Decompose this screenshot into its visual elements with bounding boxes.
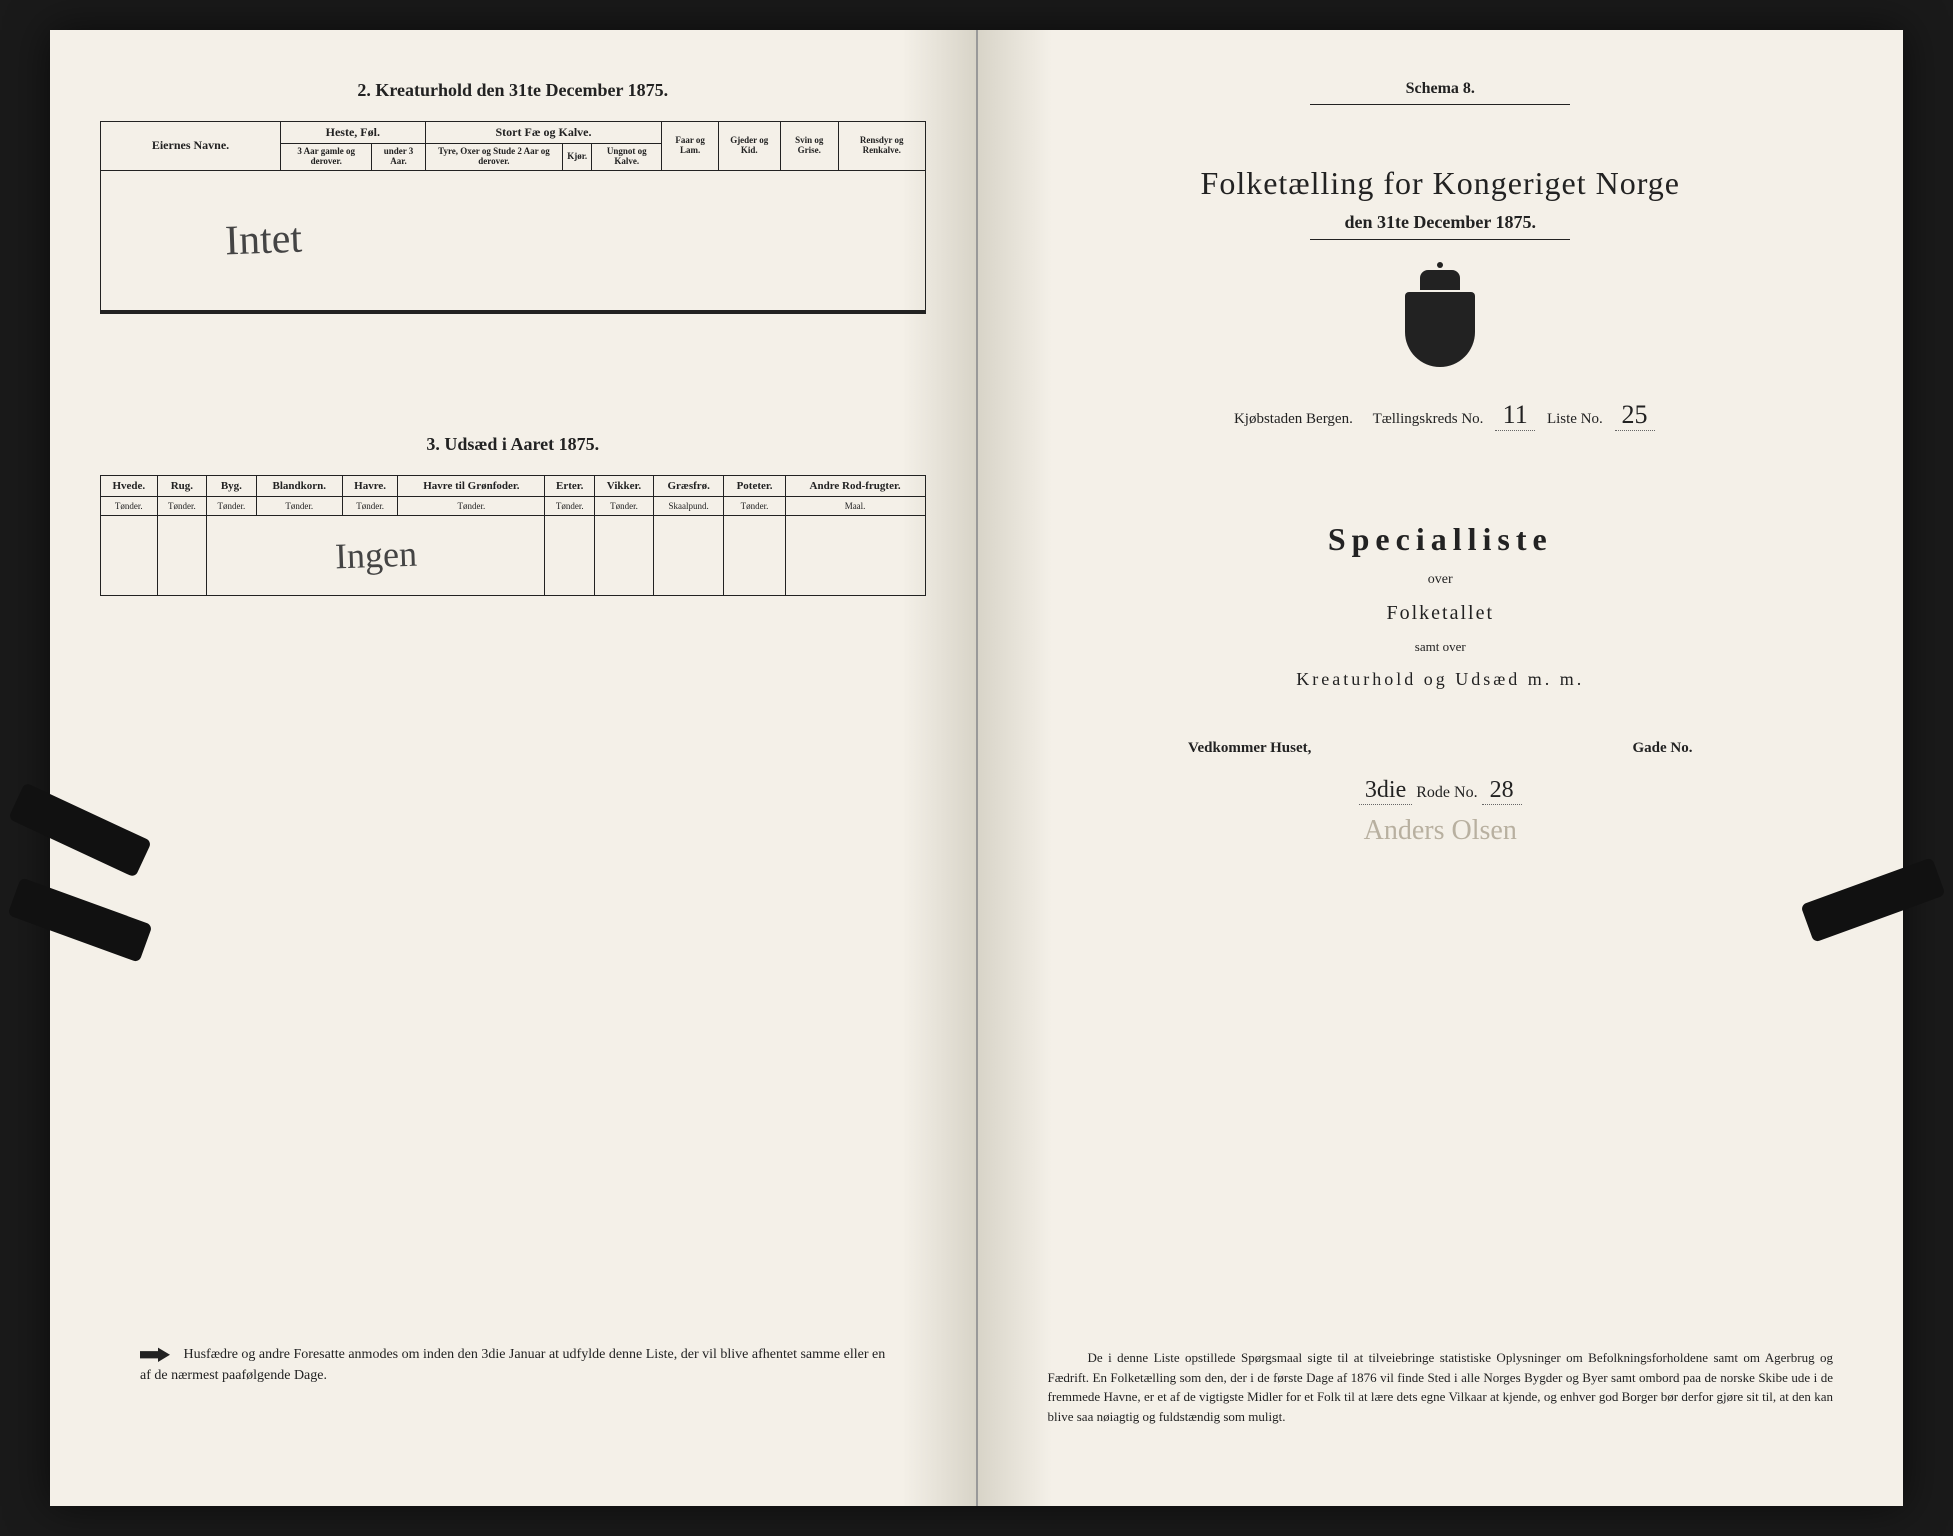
liste-label: Liste No. bbox=[1547, 411, 1603, 427]
district-line: Kjøbstaden Bergen. Tællingskreds No. 11 … bbox=[1028, 400, 1854, 431]
kreds-label: Tællingskreds No. bbox=[1373, 411, 1484, 427]
seed-col-10: Andre Rod-frugter. bbox=[785, 475, 925, 496]
group-cattle: Stort Fæ og Kalve. bbox=[425, 122, 662, 144]
book-spread: 2. Kreaturhold den 31te December 1875. E… bbox=[50, 30, 1903, 1506]
subtitle: den 31te December 1875. bbox=[1028, 212, 1854, 233]
seed-col-6: Erter. bbox=[545, 475, 595, 496]
livestock-table: Eiernes Navne. Heste, Føl. Stort Fæ og K… bbox=[100, 121, 926, 314]
seed-col-8: Græsfrø. bbox=[653, 475, 724, 496]
gade-label: Gade No. bbox=[1632, 740, 1692, 757]
livestock-entry: Intet bbox=[101, 170, 426, 310]
section3-title: 3. Udsæd i Aaret 1875. bbox=[100, 434, 926, 455]
footnote: Husfædre og andre Foresatte anmodes om i… bbox=[140, 1344, 896, 1386]
col-bulls: Tyre, Oxer og Stude 2 Aar og derover. bbox=[425, 144, 563, 171]
seed-col-2: Byg. bbox=[207, 475, 257, 496]
seed-entry: Ingen bbox=[207, 515, 545, 595]
kreatur-label: Kreaturhold og Udsæd m. m. bbox=[1028, 669, 1854, 690]
coat-of-arms-icon bbox=[1400, 270, 1480, 370]
seed-col-7: Vikker. bbox=[595, 475, 654, 496]
right-page: Schema 8. Folketælling for Kongeriget No… bbox=[978, 30, 1904, 1506]
schema-label: Schema 8. bbox=[1028, 80, 1854, 98]
special-title: Specialliste bbox=[1028, 521, 1854, 558]
group-horses: Heste, Føl. bbox=[281, 122, 426, 144]
seed-col-3: Blandkorn. bbox=[256, 475, 342, 496]
house-line: Vedkommer Huset, Gade No. bbox=[1028, 740, 1854, 757]
samt-label: samt over bbox=[1028, 639, 1854, 655]
handwritten-intet: Intet bbox=[224, 215, 303, 266]
liste-value: 25 bbox=[1615, 400, 1655, 431]
seed-col-0: Hvede. bbox=[101, 475, 158, 496]
section2-title: 2. Kreaturhold den 31te December 1875. bbox=[100, 80, 926, 101]
rode-value: 28 bbox=[1482, 777, 1522, 805]
footnote-text: Husfædre og andre Foresatte anmodes om i… bbox=[140, 1347, 885, 1383]
col-reindeer: Rensdyr og Renkalve. bbox=[838, 122, 925, 171]
seed-col-4: Havre. bbox=[342, 475, 397, 496]
seed-col-9: Poteter. bbox=[724, 475, 785, 496]
pointing-hand-icon bbox=[140, 1346, 170, 1364]
col-horse-under3: under 3 Aar. bbox=[372, 144, 425, 171]
folketallet-label: Folketallet bbox=[1028, 602, 1854, 625]
signature: Anders Olsen bbox=[1028, 815, 1854, 847]
handwritten-ingen: Ingen bbox=[334, 533, 417, 578]
seed-col-5: Havre til Grønfoder. bbox=[398, 475, 545, 496]
rule-top bbox=[1310, 104, 1570, 105]
col-sheep: Faar og Lam. bbox=[662, 122, 718, 171]
rode-prefix: 3die bbox=[1359, 777, 1412, 805]
rule-bottom bbox=[1310, 239, 1570, 240]
left-page: 2. Kreaturhold den 31te December 1875. E… bbox=[50, 30, 978, 1506]
main-title: Folketælling for Kongeriget Norge bbox=[1028, 165, 1854, 202]
seed-col-1: Rug. bbox=[157, 475, 207, 496]
col-horse-3plus: 3 Aar gamle og derover. bbox=[281, 144, 372, 171]
rode-label: Rode No. bbox=[1416, 784, 1477, 801]
over-label: over bbox=[1028, 572, 1854, 588]
col-cows: Kjør. bbox=[563, 144, 592, 171]
col-pigs: Svin og Grise. bbox=[780, 122, 838, 171]
col-calves: Ungnot og Kalve. bbox=[592, 144, 662, 171]
seed-table: Hvede. Rug. Byg. Blandkorn. Havre. Havre… bbox=[100, 475, 926, 596]
city-label: Kjøbstaden Bergen. bbox=[1234, 411, 1353, 427]
rode-line: 3die Rode No. 28 bbox=[1028, 777, 1854, 805]
vedkommer-label: Vedkommer Huset, bbox=[1188, 740, 1311, 757]
bottom-paragraph: De i denne Liste opstillede Spørgsmaal s… bbox=[1048, 1348, 1834, 1426]
owner-header: Eiernes Navne. bbox=[101, 122, 281, 171]
col-goats: Gjeder og Kid. bbox=[718, 122, 780, 171]
kreds-value: 11 bbox=[1495, 400, 1535, 431]
